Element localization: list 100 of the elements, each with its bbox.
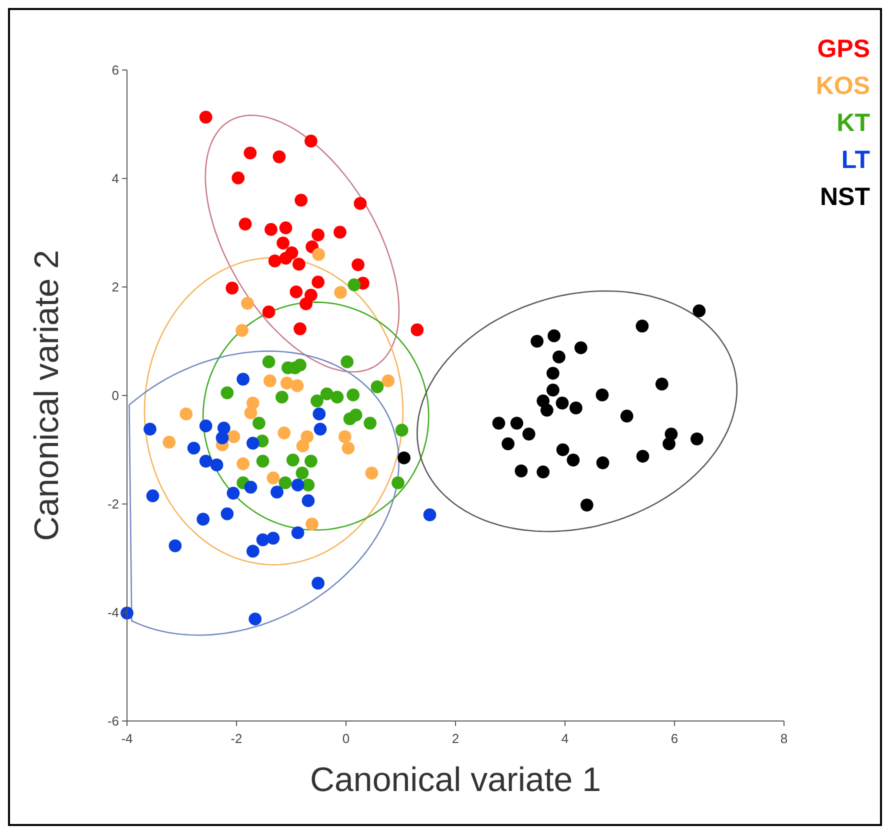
point bbox=[290, 379, 304, 392]
point bbox=[354, 197, 367, 210]
text: GPS bbox=[817, 35, 870, 63]
point bbox=[199, 454, 212, 468]
point bbox=[199, 110, 212, 124]
point bbox=[312, 276, 325, 289]
x-tick-label: 6 bbox=[670, 731, 678, 746]
point bbox=[382, 374, 395, 388]
point bbox=[227, 430, 240, 444]
point bbox=[346, 388, 360, 402]
point bbox=[502, 437, 514, 450]
point bbox=[540, 404, 554, 417]
point bbox=[263, 374, 276, 388]
point bbox=[168, 539, 182, 552]
point bbox=[690, 432, 704, 446]
point bbox=[596, 456, 610, 470]
point bbox=[120, 606, 134, 620]
text: KT bbox=[836, 109, 870, 137]
point bbox=[286, 454, 300, 466]
point bbox=[342, 442, 355, 455]
point bbox=[236, 457, 250, 470]
point bbox=[266, 472, 280, 484]
point bbox=[536, 466, 550, 478]
point bbox=[262, 306, 276, 318]
x-axis-title: Canonical variate 1 bbox=[310, 761, 602, 799]
point bbox=[291, 478, 304, 492]
point bbox=[312, 576, 325, 590]
point bbox=[238, 218, 252, 230]
x-tick-label: 8 bbox=[780, 731, 788, 746]
point bbox=[199, 419, 212, 432]
x-tick-label: -2 bbox=[230, 731, 242, 746]
point bbox=[352, 258, 364, 272]
point bbox=[248, 612, 262, 626]
point bbox=[232, 172, 245, 184]
point bbox=[256, 454, 270, 468]
point bbox=[246, 436, 260, 450]
point bbox=[636, 450, 650, 463]
point bbox=[241, 296, 254, 310]
text: NST bbox=[820, 183, 870, 211]
point bbox=[300, 297, 312, 310]
x-tick-label: 0 bbox=[342, 731, 350, 746]
point bbox=[365, 466, 378, 480]
point bbox=[266, 532, 280, 545]
point bbox=[566, 454, 580, 466]
point bbox=[146, 489, 160, 502]
point bbox=[596, 388, 609, 402]
point bbox=[279, 252, 292, 265]
point bbox=[312, 408, 326, 420]
point bbox=[655, 378, 668, 391]
point bbox=[580, 498, 594, 512]
point bbox=[514, 464, 528, 478]
point bbox=[310, 394, 324, 408]
point bbox=[552, 350, 566, 364]
point bbox=[343, 412, 356, 426]
point bbox=[364, 416, 377, 430]
point bbox=[236, 324, 248, 337]
y-axis-title: Canonical variate 2 bbox=[28, 250, 66, 542]
point bbox=[620, 410, 634, 423]
y-tick-label: 2 bbox=[112, 280, 119, 294]
point bbox=[556, 443, 570, 456]
point bbox=[216, 431, 229, 444]
point bbox=[338, 430, 352, 444]
point bbox=[264, 223, 278, 236]
point bbox=[278, 476, 292, 490]
point bbox=[180, 408, 193, 420]
point bbox=[162, 436, 176, 449]
point bbox=[395, 424, 408, 437]
point bbox=[306, 518, 318, 530]
point bbox=[292, 258, 306, 271]
point bbox=[662, 437, 676, 450]
point bbox=[226, 486, 240, 500]
y-tick-label: -2 bbox=[107, 496, 119, 512]
point bbox=[314, 422, 327, 436]
point bbox=[272, 150, 286, 164]
point bbox=[510, 416, 524, 430]
point bbox=[574, 341, 588, 354]
point bbox=[196, 512, 210, 526]
point bbox=[270, 486, 284, 498]
y-tick-label: 6 bbox=[112, 62, 119, 78]
point bbox=[187, 442, 200, 455]
point bbox=[244, 146, 257, 160]
point bbox=[546, 366, 560, 380]
point bbox=[220, 507, 234, 520]
point bbox=[410, 323, 424, 336]
point bbox=[144, 422, 156, 436]
point bbox=[304, 454, 318, 468]
point bbox=[294, 322, 306, 336]
point bbox=[226, 282, 239, 295]
point bbox=[304, 134, 318, 148]
text: LT bbox=[841, 146, 870, 174]
point bbox=[294, 194, 308, 207]
point bbox=[290, 285, 303, 298]
point bbox=[312, 228, 325, 242]
text: KOS bbox=[816, 72, 870, 100]
point bbox=[280, 376, 294, 390]
point bbox=[244, 480, 258, 494]
point bbox=[522, 428, 536, 440]
point bbox=[423, 508, 436, 522]
point bbox=[220, 386, 234, 400]
point bbox=[570, 402, 582, 414]
